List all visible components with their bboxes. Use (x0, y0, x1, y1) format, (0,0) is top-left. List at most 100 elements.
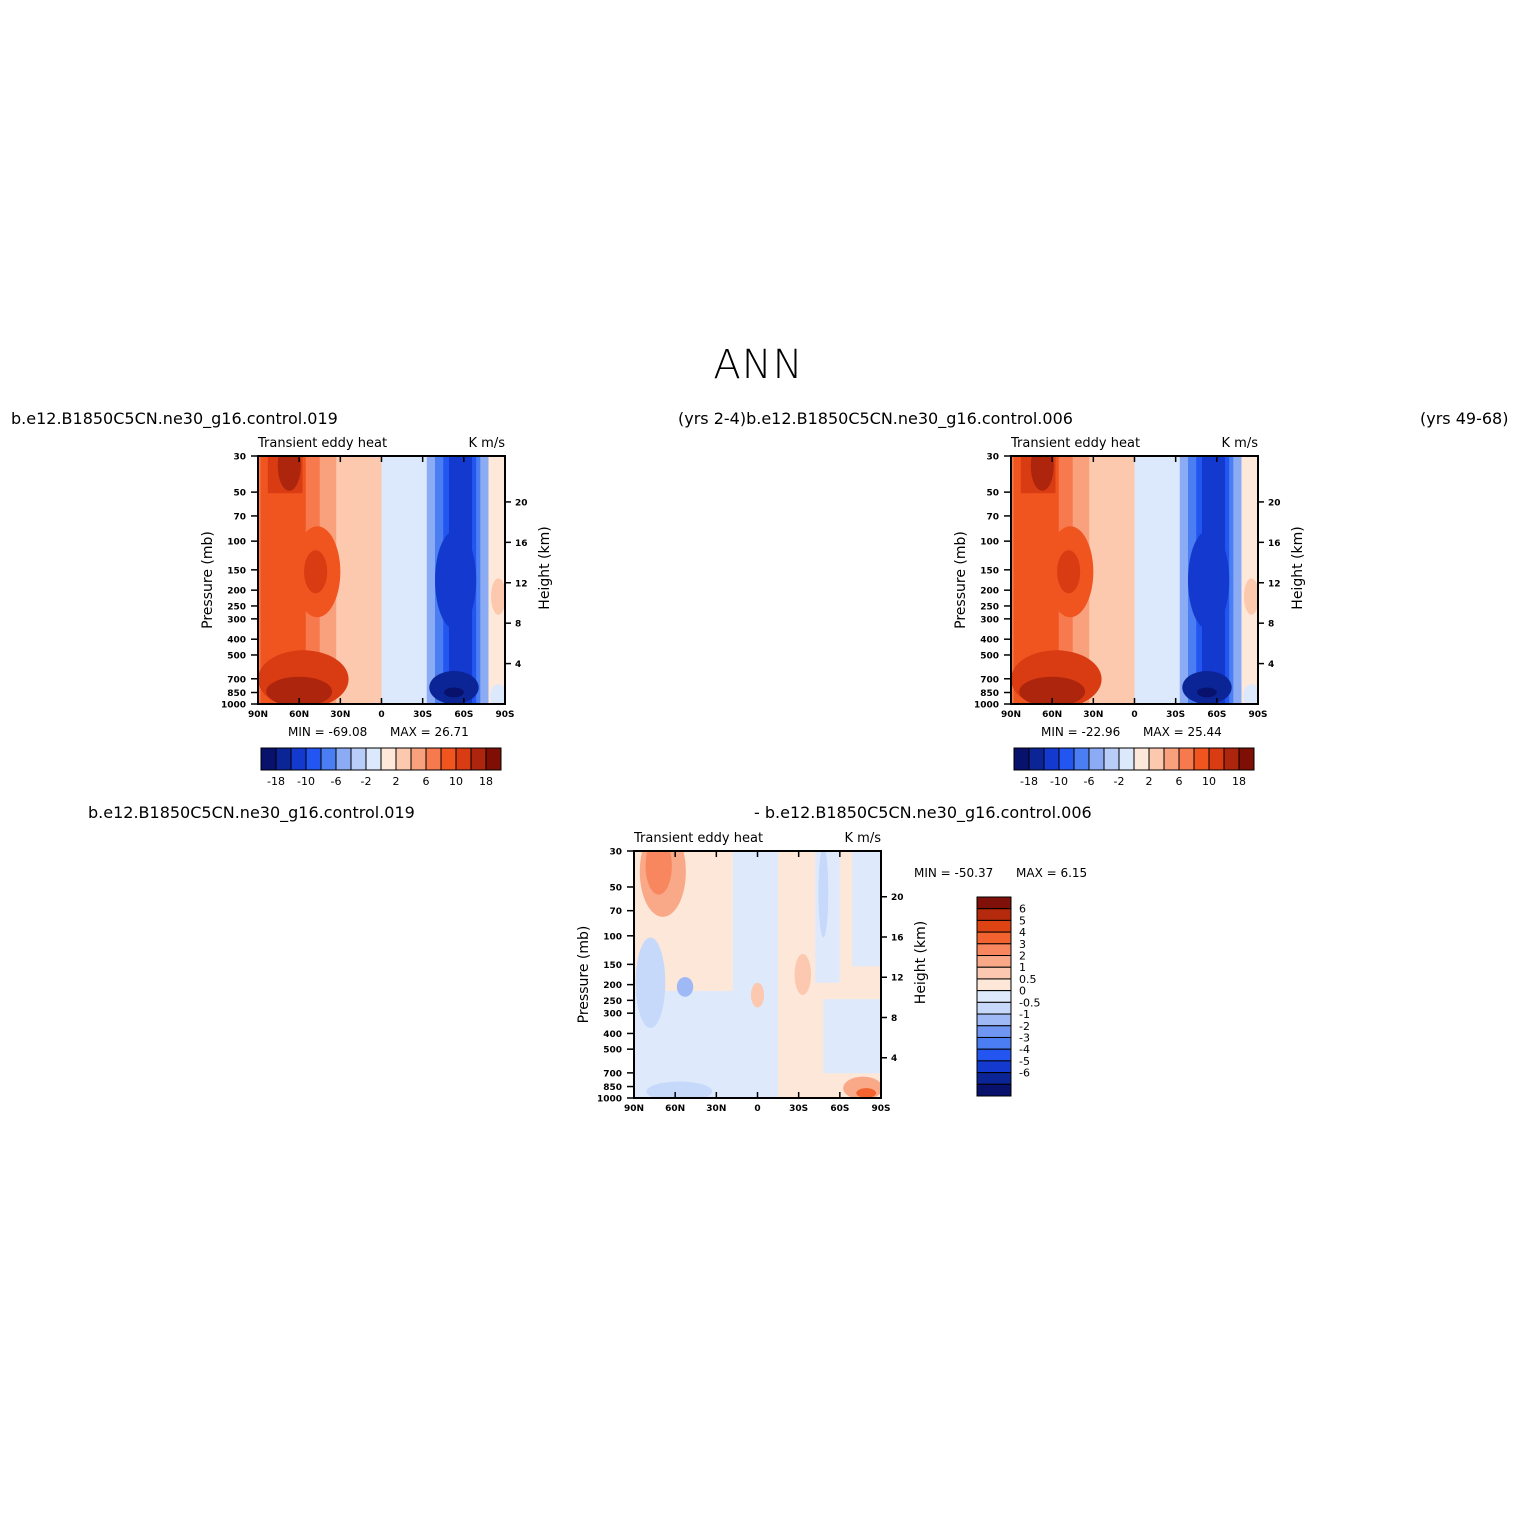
panel-1-colorbar-label-7: 18 (479, 775, 493, 788)
panel-1-colorbar-label-6: 10 (449, 775, 463, 788)
panel-2-ytick-label-10: 700 (980, 675, 999, 685)
panel-diff-contour-10 (646, 1081, 713, 1098)
panel-diff-colorbar-label-2: 4 (1019, 926, 1026, 939)
panel-2-xtick-label-6: 90S (1248, 710, 1267, 720)
panel-2-colorbar-box-7 (1118, 747, 1135, 771)
panel-1-ytick-label-9: 500 (227, 651, 246, 661)
panel-2-max-value: MAX = 25.44 (1143, 725, 1222, 739)
panel-2-colorbar-box-5 (1088, 747, 1105, 771)
panel-2-xtick-label-3: 0 (1131, 710, 1137, 720)
panel-2-colorbar-box-10 (1163, 747, 1180, 771)
panel-2-colorbar-label-1: -10 (1050, 775, 1068, 788)
panel-diff-colorbar-label-5: 1 (1019, 961, 1026, 974)
panel-1-colorbar-label-2: -6 (331, 775, 342, 788)
panel-2-ytick-label-5: 200 (980, 587, 999, 597)
panel-1-colorbar-box-13 (455, 747, 472, 771)
panel-1-contour-18 (444, 687, 464, 698)
panel-1-htick-label-1: 16 (515, 539, 528, 549)
panel-2-colorbar-label-0: -18 (1020, 775, 1038, 788)
panel-2-colorbar-box-15 (1238, 747, 1255, 771)
panel-diff-colorbar-label-1: 5 (1019, 914, 1026, 927)
panel-diff-ytick-label-2: 70 (609, 907, 622, 917)
panel-1-ytick-label-3: 100 (227, 538, 246, 548)
panel-2-xtick-label-1: 60N (1042, 710, 1062, 720)
panel-2-colorbar-box-2 (1043, 747, 1060, 771)
panel-diff-colorbar-box-12 (976, 1036, 1012, 1050)
panel-diff-colorbar-box-2 (976, 919, 1012, 933)
panel-diff-ylabel-right: Height (km) (913, 921, 929, 1004)
panel-1-title-right: K m/s (469, 436, 506, 451)
panel-2-htick-label-3: 8 (1268, 620, 1274, 630)
panel-diff-colorbar-label-7: 0 (1019, 985, 1026, 998)
panel-2-colorbar-box-9 (1148, 747, 1165, 771)
panel-2-colorbar-label-5: 6 (1176, 775, 1183, 788)
panel-2-contour-16 (1188, 530, 1230, 630)
panel-diff-htick-label-0: 20 (891, 893, 904, 903)
panel-diff-ytick-label-6: 250 (603, 997, 622, 1007)
panel-1-ytick-label-12: 1000 (221, 701, 246, 711)
panel-diff-xtick-label-1: 60N (665, 1104, 685, 1114)
panel-diff-ytick-label-5: 200 (603, 981, 622, 991)
panel-diff-contour-4 (823, 999, 881, 1074)
main-title: ANN (713, 342, 804, 388)
panel-diff-contour-7 (645, 851, 672, 895)
panel-2-xtick-label-4: 30S (1166, 710, 1185, 720)
panel-diff-ytick-label-11: 850 (603, 1083, 622, 1093)
panel-diff-colorbar-label-10: -2 (1019, 1020, 1030, 1033)
panel-2-min-value: MIN = -22.96 (1041, 725, 1120, 739)
panel-2-ytick-label-2: 70 (986, 512, 999, 522)
panel-1-title-left: Transient eddy heat (257, 436, 387, 451)
panel-1-contour-11 (381, 456, 431, 704)
panel-diff-ytick-label-0: 30 (609, 848, 622, 858)
panel-1-htick-label-4: 4 (515, 660, 521, 670)
panel-1-colorbar-box-6 (350, 747, 367, 771)
panel-diff-colorbar-box-0 (976, 896, 1012, 910)
panel-2-colorbar-label-3: -2 (1114, 775, 1125, 788)
panel-1-xtick-label-3: 0 (378, 710, 384, 720)
panel-1-field (258, 456, 505, 704)
panel-2-ytick-label-11: 850 (980, 689, 999, 699)
panel-diff-contour-5 (852, 851, 881, 967)
panel-2-contour-21 (1243, 684, 1258, 704)
panel-1-xtick-label-0: 90N (248, 710, 268, 720)
panel-1-colorbar-box-14 (470, 747, 487, 771)
panel-1-contour-8 (304, 550, 328, 594)
panel-1-contour-21 (490, 684, 505, 704)
panel-2-ytick-label-8: 400 (980, 636, 999, 646)
panel-diff-ytick-label-7: 300 (603, 1010, 622, 1020)
panel-diff-ytick-label-9: 500 (603, 1046, 622, 1056)
panel-2-ytick-label-9: 500 (980, 651, 999, 661)
panel-diff-xtick-label-2: 30N (706, 1104, 726, 1114)
panel-2-xtick-label-2: 30N (1083, 710, 1103, 720)
panel-1-colorbar-label-3: -2 (361, 775, 372, 788)
panel-diff-colorbar-label-6: 0.5 (1019, 973, 1037, 986)
panel-1-xtick-label-1: 60N (289, 710, 309, 720)
panel-2-ytick-label-12: 1000 (974, 701, 999, 711)
panel-diff-colorbar-box-11 (976, 1025, 1012, 1038)
panel-1-ylabel-right: Height (km) (537, 526, 553, 609)
panel-2-xtick-label-5: 60S (1207, 710, 1226, 720)
panel-1-colorbar-box-3 (305, 747, 322, 771)
panel-diff-colorbar-box-8 (976, 990, 1012, 1003)
panel-2-contour-20 (1244, 578, 1258, 615)
panel-diff-ylabel: Pressure (mb) (576, 926, 592, 1024)
case-label-center: (yrs 2-4)b.e12.B1850C5CN.ne30_g16.contro… (678, 409, 1073, 428)
panel-2-colorbar-label-7: 18 (1232, 775, 1246, 788)
panel-2-colorbar-box-3 (1058, 747, 1075, 771)
panel-diff-ytick-label-1: 50 (609, 883, 622, 893)
panel-1-min-value: MIN = -69.08 (288, 725, 367, 739)
panel-2-htick-label-0: 20 (1268, 498, 1281, 508)
panel-diff-htick-label-2: 12 (891, 974, 904, 984)
panel-diff-contour-15 (856, 1088, 877, 1098)
panel-2-colorbar-box-12 (1193, 747, 1210, 771)
panel-1-colorbar-box-12 (440, 747, 457, 771)
panel-1-xtick-label-4: 30S (413, 710, 432, 720)
panel-2-contour-8 (1057, 550, 1081, 594)
panel-1-colorbar-box-9 (395, 747, 412, 771)
panel-diff-title-right: K m/s (845, 831, 882, 846)
panel-diff-title-left: Transient eddy heat (633, 831, 763, 846)
panel-diff-colorbar-box-5 (976, 955, 1012, 968)
panel-2-ytick-label-6: 250 (980, 602, 999, 612)
panel-diff-colorbar-label-11: -3 (1019, 1031, 1030, 1044)
panel-diff-colorbar-box-15 (976, 1072, 1012, 1085)
